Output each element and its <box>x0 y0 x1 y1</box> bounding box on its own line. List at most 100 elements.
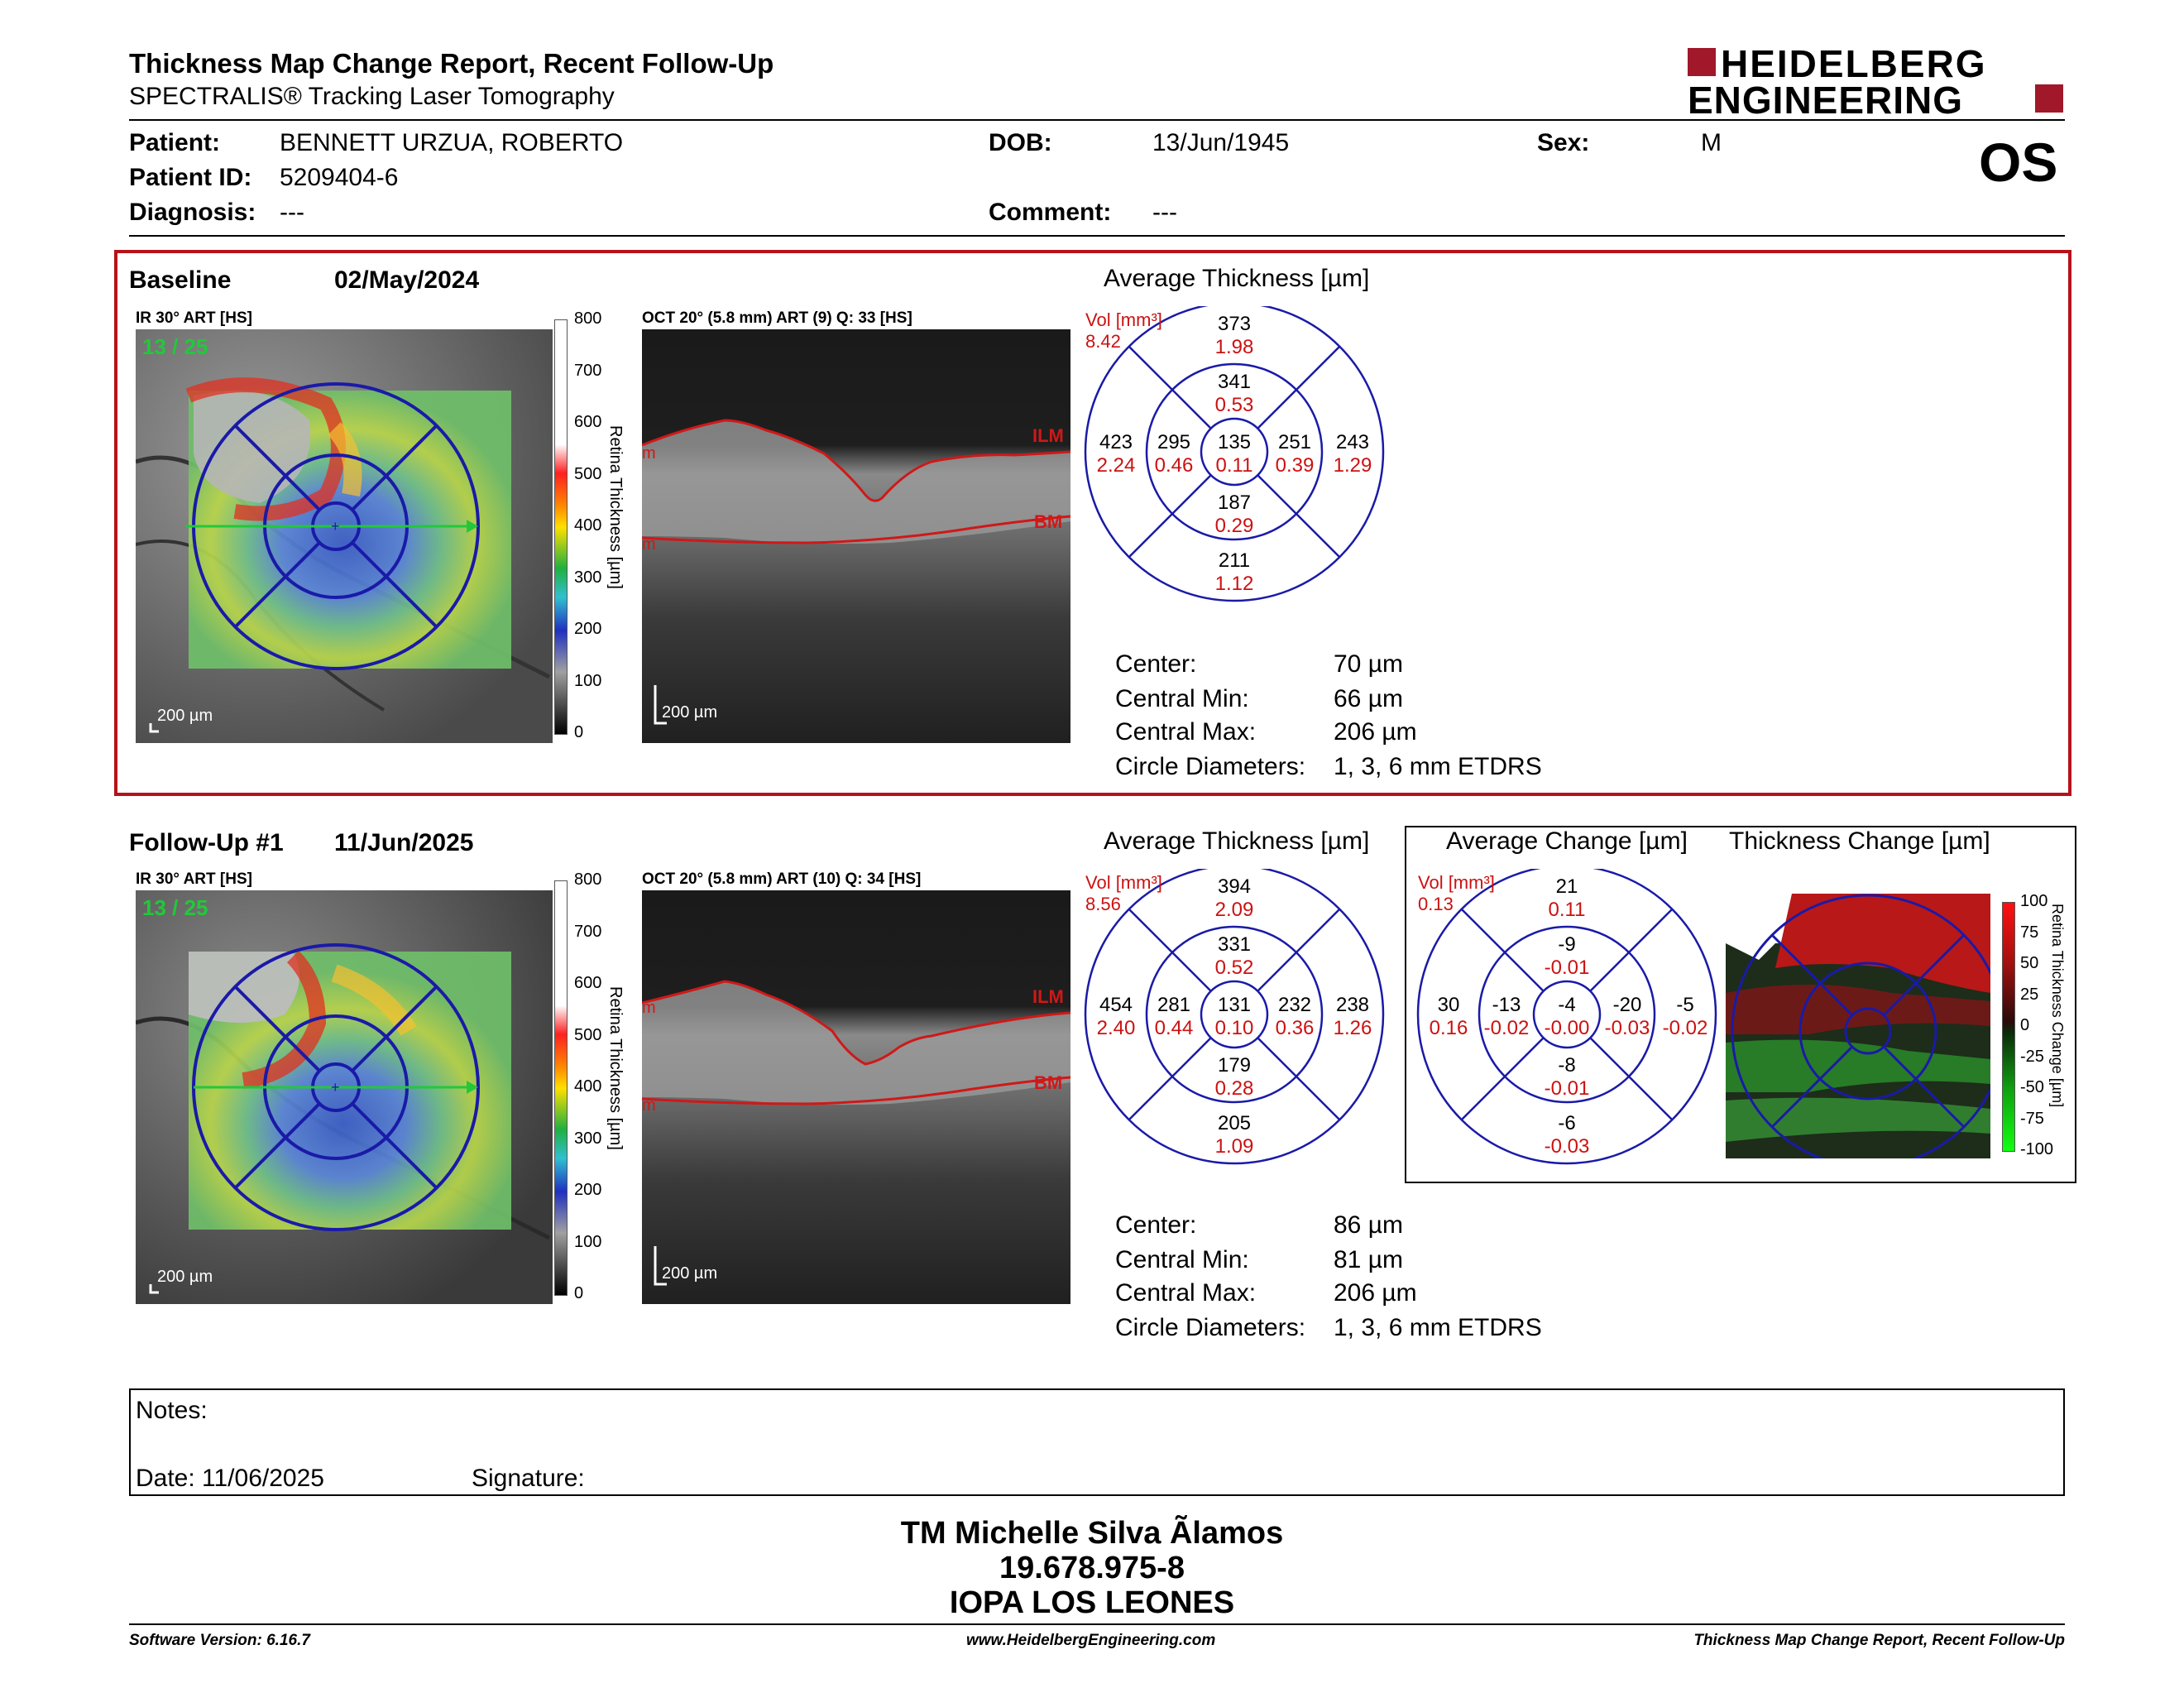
signer-id: 19.678.975-8 <box>999 1551 1185 1585</box>
baseline-etdrs-inner-sup-volume: 0.53 <box>1215 394 1254 416</box>
signer-org: IOPA LOS LEONES <box>949 1585 1235 1620</box>
baseline-bm-label: BM <box>1034 511 1063 532</box>
followup-min-label: Central Min: <box>1115 1246 1249 1273</box>
followup-etdrs-inner-nas-volume: 0.44 <box>1155 1017 1194 1039</box>
change-etdrs-outer-sup-volume: 0.11 <box>1549 899 1586 921</box>
baseline-thickness-scale: 800 700 600 500 400 300 200 100 0 Retina Thickne… <box>554 309 637 741</box>
baseline-avg-title: Average Thickness [µm] <box>1104 265 1370 292</box>
baseline-fundus-image: + 13 / 25 200 µm <box>135 329 553 743</box>
change-etdrs-outer-inf-volume: -0.03 <box>1545 1135 1590 1158</box>
change-scale-tick: 0 <box>2020 1016 2030 1034</box>
dob-label: DOB: <box>989 129 1052 156</box>
followup-etdrs-vol-label: Vol [mm³] <box>1085 872 1162 893</box>
followup-scale-tick: 500 <box>574 1025 602 1044</box>
followup-scale-tick: 600 <box>574 974 602 992</box>
followup-etdrs-outer-sup-thickness: 394 <box>1218 875 1251 898</box>
baseline-etdrs-inner-nas-thickness: 295 <box>1157 431 1190 453</box>
signature-label: Signature: <box>472 1465 585 1492</box>
followup-etdrs-grid: 131 0.10 331 0.52 179 0.28 281 0.44 232 0.36 394 2.… <box>1084 864 1401 1183</box>
followup-diam-value: 1, 3, 6 mm ETDRS <box>1334 1314 1542 1341</box>
sex-value: M <box>1701 129 1722 156</box>
baseline-date: 02/May/2024 <box>334 266 480 294</box>
baseline-scale-tick: 600 <box>574 413 602 431</box>
baseline-diam-label: Circle Diameters: <box>1115 753 1306 780</box>
baseline-max-label: Central Max: <box>1115 718 1257 746</box>
baseline-etdrs-outer-sup-volume: 1.98 <box>1215 336 1254 358</box>
baseline-etdrs-outer-nas-thickness: 423 <box>1099 431 1133 453</box>
followup-scale-title: Retina Thickness [µm] <box>606 986 625 1150</box>
report-title: Thickness Map Change Report, Recent Foll… <box>129 48 774 79</box>
change-etdrs-inner-sup-thickness: -9 <box>1558 933 1575 956</box>
svg-text:m: m <box>642 535 656 554</box>
followup-etdrs-outer-sup-volume: 2.09 <box>1215 899 1254 921</box>
change-etdrs-inner-temp-volume: -0.03 <box>1605 1017 1650 1039</box>
change-scale-tick: -100 <box>2020 1140 2054 1158</box>
change-scale-tick: -50 <box>2020 1078 2044 1096</box>
change-etdrs-outer-temp-thickness: -5 <box>1676 994 1693 1016</box>
change-etdrs-inner-temp-thickness: -20 <box>1613 994 1642 1016</box>
baseline-ir-scale: 200 µm <box>157 707 213 725</box>
change-etdrs-vol-value: 0.13 <box>1418 894 1454 914</box>
baseline-ilm-label: ILM <box>1032 425 1064 446</box>
comment-value: --- <box>1152 199 1177 226</box>
change-scale-title: Retina Thickness Change [µm] <box>2049 904 2066 1108</box>
followup-etdrs-outer-temp-thickness: 238 <box>1336 994 1369 1016</box>
baseline-etdrs-inner-inf-volume: 0.29 <box>1215 515 1254 537</box>
baseline-scale-tick: 700 <box>574 361 602 380</box>
followup-ir-label: IR 30° ART [HS] <box>136 870 252 888</box>
followup-etdrs-inner-inf-volume: 0.28 <box>1215 1077 1254 1100</box>
followup-oct-label: OCT 20° (5.8 mm) ART (10) Q: 34 [HS] <box>642 870 922 888</box>
baseline-section <box>114 250 2071 796</box>
followup-etdrs-outer-inf-volume: 1.09 <box>1215 1135 1254 1158</box>
followup-scale-tick: 400 <box>574 1077 602 1096</box>
patient-label: Patient: <box>129 129 221 156</box>
baseline-oct-label: OCT 20° (5.8 mm) ART (9) Q: 33 [HS] <box>642 309 912 327</box>
baseline-etdrs-grid: 135 0.11 341 0.53 187 0.29 295 0.46 251 0.39 373 1.… <box>1084 301 1401 621</box>
baseline-etdrs-inner-temp-thickness: 251 <box>1278 431 1311 453</box>
baseline-etdrs-inner-temp-volume: 0.39 <box>1276 454 1315 477</box>
baseline-min-value: 66 µm <box>1334 685 1403 712</box>
change-scale-tick: -75 <box>2020 1109 2044 1128</box>
followup-etdrs-outer-nas-thickness: 454 <box>1099 994 1133 1016</box>
change-etdrs-vol-label: Vol [mm³] <box>1418 872 1495 893</box>
thickness-change-title: Thickness Change [µm] <box>1729 827 1990 855</box>
change-box <box>1405 826 2076 1183</box>
change-scale: 100 75 50 25 0 -25 -50 -75 -100 Retina Thickness… <box>2002 892 2071 1160</box>
diagnosis-value: --- <box>280 199 304 226</box>
followup-frame-counter: 13 / 25 <box>142 895 208 920</box>
baseline-etdrs-outer-temp-volume: 1.29 <box>1334 454 1372 477</box>
patient-name: BENNETT URZUA, ROBERTO <box>280 129 624 156</box>
baseline-scale-tick: 500 <box>574 464 602 483</box>
svg-text:m: m <box>642 999 656 1017</box>
change-scale-tick: 25 <box>2020 985 2039 1004</box>
followup-fundus-image: + 13 / 25 200 µm <box>135 890 553 1304</box>
followup-bm-label: BM <box>1034 1072 1063 1093</box>
followup-oct-bscan: m m ILM BM 200 µm <box>641 890 1071 1304</box>
notes-box[interactable] <box>129 1388 2065 1496</box>
followup-etdrs-inner-sup-volume: 0.52 <box>1215 957 1254 979</box>
dob-value: 13/Jun/1945 <box>1152 129 1290 156</box>
change-etdrs-outer-temp-volume: -0.02 <box>1663 1017 1708 1039</box>
followup-etdrs-outer-inf-thickness: 205 <box>1218 1112 1251 1134</box>
baseline-etdrs-vol-value: 8.42 <box>1085 331 1121 352</box>
baseline-center-label: Center: <box>1115 650 1197 678</box>
baseline-scale-tick: 800 <box>574 309 602 328</box>
change-etdrs-outer-inf-thickness: -6 <box>1558 1112 1575 1134</box>
followup-scale-tick: 700 <box>574 922 602 941</box>
change-etdrs-inner-nas-volume: -0.02 <box>1484 1017 1530 1039</box>
baseline-oct-scale: 200 µm <box>662 703 718 722</box>
change-scale-tick: 50 <box>2020 954 2039 972</box>
baseline-oct-bscan: m m ILM BM 200 µm <box>641 329 1071 743</box>
eye-label: OS <box>1979 132 2058 193</box>
baseline-etdrs-inner-sup-thickness: 341 <box>1218 371 1251 393</box>
change-etdrs-outer-sup-thickness: 21 <box>1556 875 1578 898</box>
followup-scale-tick: 0 <box>574 1284 584 1302</box>
baseline-etdrs-outer-temp-thickness: 243 <box>1336 431 1369 453</box>
heidelberg-logo: HEIDELBERG ENGINEERING <box>1688 42 2068 122</box>
baseline-etdrs-inner-inf-thickness: 187 <box>1218 492 1251 514</box>
footer-report-name: Thickness Map Change Report, Recent Foll… <box>1693 1632 2065 1649</box>
baseline-scale-tick: 300 <box>574 568 602 587</box>
notes-label: Notes: <box>136 1397 208 1424</box>
footer-website-link[interactable]: www.HeidelbergEngineering.com <box>966 1632 1216 1649</box>
baseline-scale-tick: 200 <box>574 620 602 638</box>
